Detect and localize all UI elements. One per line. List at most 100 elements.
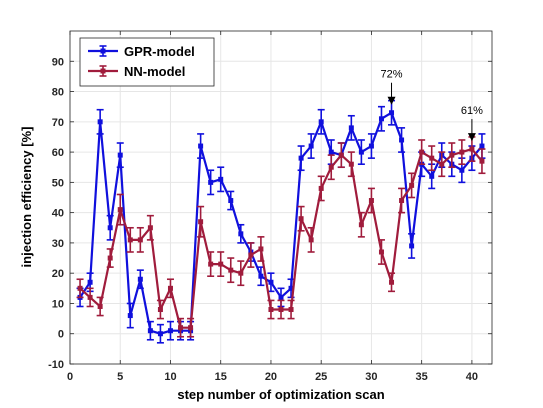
- gpr-model-point: [238, 231, 244, 237]
- gpr-model-point: [218, 176, 224, 182]
- gpr-model-point: [288, 285, 294, 291]
- legend-label-gpr-model: GPR-model: [124, 44, 195, 59]
- gpr-model-point: [208, 179, 214, 185]
- nn-model-point: [399, 198, 405, 204]
- legend-label-nn-model: NN-model: [124, 64, 185, 79]
- nn-model-point: [328, 164, 334, 170]
- gpr-model-point: [479, 143, 485, 149]
- gpr-model-point: [278, 294, 284, 300]
- nn-model-point: [409, 182, 415, 188]
- gpr-model-point: [147, 328, 153, 334]
- y-tick-label: 10: [52, 298, 64, 310]
- nn-model-point: [188, 325, 194, 331]
- nn-model-point: [178, 325, 184, 331]
- y-tick-label: 20: [52, 268, 64, 280]
- nn-model-point: [127, 237, 133, 243]
- x-tick-label: 35: [416, 371, 428, 383]
- nn-model-point: [449, 152, 455, 158]
- nn-model-point: [429, 155, 435, 161]
- nn-model-point: [137, 237, 143, 243]
- gpr-model-point: [318, 119, 324, 125]
- y-tick-label: 40: [52, 208, 64, 220]
- gpr-model-point: [358, 149, 364, 155]
- nn-model-point: [358, 222, 364, 228]
- gpr-model-point: [348, 125, 354, 131]
- gpr-model-point: [157, 331, 163, 337]
- y-axis-label: injection efficiency [%]: [19, 127, 34, 268]
- gpr-model-point: [429, 173, 435, 179]
- annotation-label: 72%: [381, 69, 403, 81]
- series-nn-model: [76, 136, 486, 338]
- nn-model-point: [147, 225, 153, 231]
- nn-model-point: [278, 307, 284, 313]
- nn-model-point: [368, 198, 374, 204]
- nn-model-point: [318, 185, 324, 191]
- y-tick-label: 70: [52, 117, 64, 129]
- nn-model-point: [268, 307, 274, 313]
- x-tick-label: 20: [265, 371, 277, 383]
- gpr-model-point: [268, 279, 274, 285]
- gpr-model-point: [258, 273, 264, 279]
- x-tick-label: 0: [67, 371, 73, 383]
- nn-model-point: [338, 152, 344, 158]
- nn-model-point: [469, 146, 475, 152]
- nn-model-point: [77, 285, 83, 291]
- gpr-model-point: [228, 198, 234, 204]
- x-tick-label: 15: [215, 371, 227, 383]
- x-tick-label: 5: [117, 371, 123, 383]
- nn-model-point: [97, 303, 103, 309]
- nn-model-point: [378, 249, 384, 255]
- gpr-model-point: [459, 167, 465, 173]
- legend-marker-gpr-model: [100, 48, 106, 54]
- gpr-model-point: [97, 119, 103, 125]
- nn-model-point: [87, 294, 93, 300]
- nn-model-point: [248, 252, 254, 258]
- gpr-model-point: [198, 143, 204, 149]
- gpr-model-point: [399, 137, 405, 143]
- x-tick-label: 25: [315, 371, 327, 383]
- y-tick-label: 30: [52, 238, 64, 250]
- nn-model-point: [258, 246, 264, 252]
- x-tick-label: 40: [466, 371, 478, 383]
- y-tick-label: 60: [52, 147, 64, 159]
- gpr-model-point: [167, 328, 173, 334]
- nn-model-point: [107, 255, 113, 261]
- y-tick-label: 80: [52, 87, 64, 99]
- nn-model-point: [167, 285, 173, 291]
- x-tick-label: 30: [365, 371, 377, 383]
- gpr-model-point: [389, 110, 395, 116]
- nn-model-point: [439, 161, 445, 167]
- annotation-arrowhead: [467, 133, 476, 142]
- nn-model-point: [459, 149, 465, 155]
- y-tick-label: 50: [52, 177, 64, 189]
- annotation-arrowhead: [387, 96, 396, 105]
- gpr-model-point: [87, 279, 93, 285]
- nn-model-point: [419, 149, 425, 155]
- nn-model-point: [479, 158, 485, 164]
- gpr-model-point: [368, 143, 374, 149]
- gpr-model-point: [298, 155, 304, 161]
- nn-model-point: [389, 279, 395, 285]
- legend-marker-nn-model: [100, 68, 106, 74]
- x-axis-label: step number of optimization scan: [177, 387, 384, 402]
- nn-model-point: [298, 216, 304, 222]
- gpr-model-point: [409, 243, 415, 249]
- nn-model-point: [238, 270, 244, 276]
- gpr-model-point: [328, 149, 334, 155]
- series-layer: [76, 99, 486, 344]
- gpr-model-point: [127, 313, 133, 319]
- gpr-model-point: [308, 143, 314, 149]
- nn-model-point: [228, 267, 234, 273]
- nn-model-point: [157, 307, 163, 313]
- gpr-model-point: [137, 276, 143, 282]
- nn-model-point: [348, 161, 354, 167]
- gpr-model-point: [378, 116, 384, 122]
- nn-model-point: [208, 261, 214, 267]
- nn-model-point: [308, 237, 314, 243]
- y-tick-label: -10: [48, 359, 64, 371]
- gpr-model-point: [117, 152, 123, 158]
- gpr-model-point: [107, 225, 113, 231]
- annotation-label: 61%: [461, 105, 483, 117]
